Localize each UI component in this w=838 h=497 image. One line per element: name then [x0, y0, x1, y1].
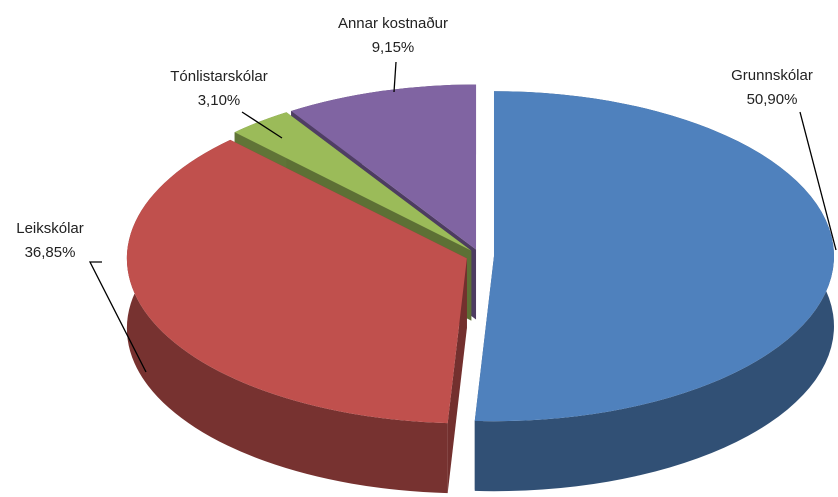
leader-line — [88, 261, 147, 373]
leader-line — [393, 61, 397, 93]
label: Tónlistarskólar 3,10% — [170, 68, 268, 109]
label: Annar kostnaður 9,15% — [338, 15, 448, 56]
category-label: Tónlistarskólar — [170, 68, 268, 85]
value-label: 3,10% — [198, 92, 241, 109]
label: Leikskólar 36,85% — [16, 220, 84, 261]
leader-lines — [88, 61, 837, 373]
slice-side — [126, 139, 448, 494]
label: Grunnskólar 50,90% — [731, 67, 813, 108]
leader-line — [799, 111, 837, 251]
leader-line — [241, 111, 283, 139]
pie — [126, 84, 834, 494]
value-label: 36,85% — [25, 244, 76, 261]
slice — [474, 91, 834, 422]
slice — [234, 112, 472, 251]
category-label: Annar kostnaður — [338, 15, 448, 32]
value-label: 50,90% — [747, 91, 798, 108]
value-label: 9,15% — [372, 39, 415, 56]
category-label: Grunnskólar — [731, 67, 813, 84]
slice — [126, 139, 467, 424]
slice — [291, 84, 477, 250]
category-label: Leikskólar — [16, 220, 84, 237]
